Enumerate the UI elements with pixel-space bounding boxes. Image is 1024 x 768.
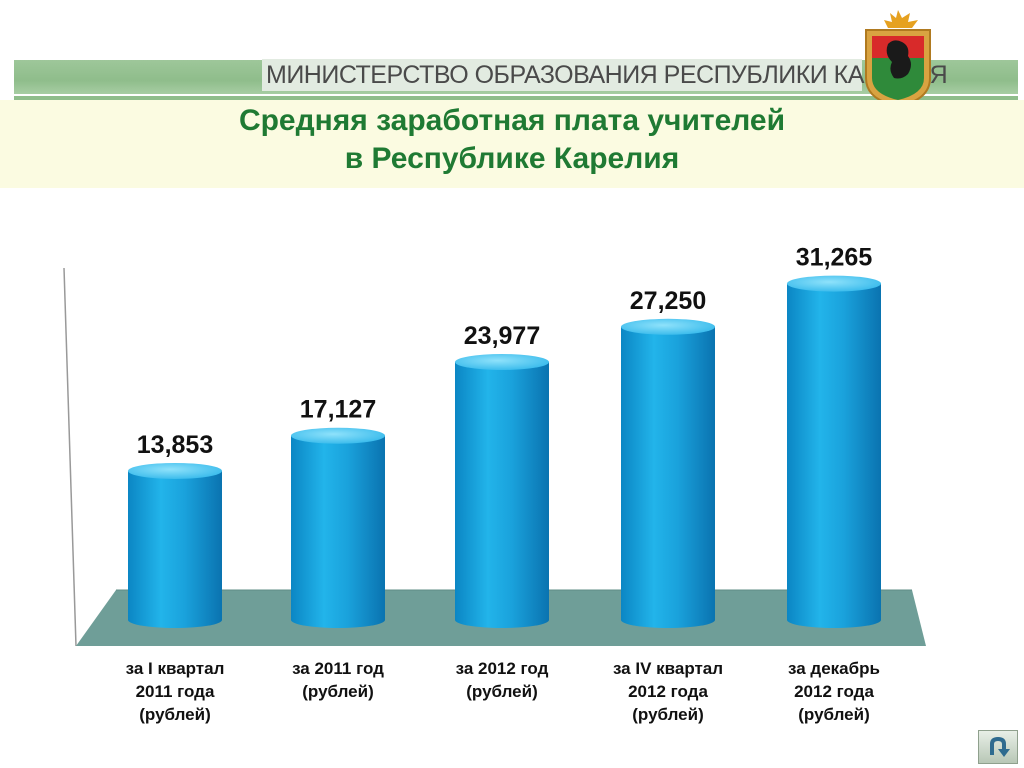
category-label-line: за декабрь	[788, 659, 880, 678]
category-label-1: за I квартал 2011 года (рублей)	[95, 657, 255, 726]
bar-5	[787, 283, 881, 628]
category-label-5: за декабрь 2012 года (рублей)	[754, 657, 914, 726]
category-label-line: за 2011 год	[292, 659, 384, 678]
category-label-line: за 2012 год	[455, 659, 549, 678]
header-band-line	[14, 96, 1018, 100]
bar-3	[455, 362, 549, 628]
category-label-2: за 2011 год (рублей)	[258, 657, 418, 703]
category-label-line: (рублей)	[798, 705, 870, 724]
bar-top-1	[128, 462, 222, 479]
value-label-4: 27,250	[630, 287, 706, 315]
bar-1	[128, 470, 222, 628]
category-label-line: 2011 года	[135, 682, 215, 701]
category-label-line: 2012 года	[628, 682, 708, 701]
value-label-1: 13,853	[137, 431, 213, 459]
value-label-2: 17,127	[300, 396, 376, 424]
ministry-name: МИНИСТЕРСТВО ОБРАЗОВАНИЯ РЕСПУБЛИКИ КАРЕ…	[262, 59, 948, 91]
karelia-emblem-icon	[865, 10, 931, 108]
category-label-line: (рублей)	[632, 705, 704, 724]
bar-top-4	[621, 318, 715, 335]
category-label-3: за 2012 год (рублей)	[422, 657, 582, 703]
category-label-line: (рублей)	[466, 682, 538, 701]
return-arrow-icon	[990, 736, 1010, 757]
category-label-line: за I квартал	[125, 659, 225, 678]
bar-2	[291, 435, 385, 628]
title-line-2: в Республике Карелия	[344, 142, 680, 175]
title-band	[0, 100, 1024, 188]
category-label-4: за IV квартал 2012 года (рублей)	[588, 657, 748, 726]
bar-4	[621, 326, 715, 628]
category-label-line: (рублей)	[302, 682, 374, 701]
value-label-3: 23,977	[464, 322, 540, 350]
bar-top-2	[291, 427, 385, 444]
category-label-line: (рублей)	[139, 705, 211, 724]
y-axis-line	[63, 267, 77, 647]
bar-top-3	[455, 354, 549, 371]
category-label-line: 2012 года	[794, 682, 874, 701]
bar-top-5	[787, 275, 881, 292]
page-title: Средняя заработная плата учителей в Респ…	[0, 102, 1024, 178]
value-label-5: 31,265	[796, 244, 873, 272]
title-line-1: Средняя заработная плата учителей	[238, 104, 786, 137]
return-button[interactable]	[978, 730, 1018, 764]
category-label-line: за IV квартал	[612, 659, 724, 678]
